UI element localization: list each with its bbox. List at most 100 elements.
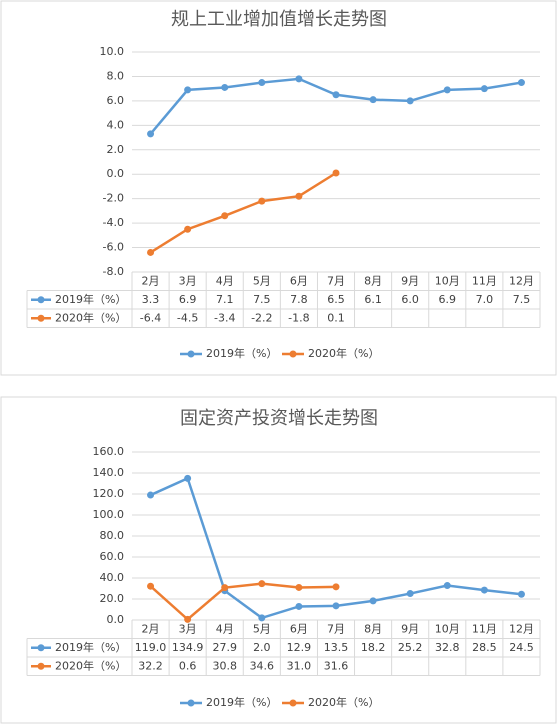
- y-tick-label: 6.0: [107, 94, 125, 107]
- y-tick-label: 2.0: [107, 143, 125, 156]
- point: [258, 197, 266, 205]
- point: [221, 584, 229, 592]
- table-value: 7.1: [216, 293, 234, 306]
- y-tick-label: 0.0: [107, 167, 125, 180]
- table-value: 6.9: [179, 293, 197, 306]
- table-value: 7.0: [476, 293, 494, 306]
- legend-key: [289, 699, 297, 707]
- legend-label: 2020年（%）: [308, 346, 379, 360]
- table-value: -6.4: [140, 311, 161, 324]
- x-tick-label: 9月: [401, 274, 419, 287]
- y-tick-label: -6.0: [103, 241, 124, 254]
- table-key: [37, 314, 45, 322]
- y-tick-label: 60.0: [100, 550, 125, 563]
- point: [221, 83, 229, 91]
- legend-label: 2019年（%）: [206, 346, 277, 360]
- point: [443, 582, 451, 590]
- x-tick-label: 4月: [216, 622, 234, 635]
- table-value: 134.9: [172, 641, 204, 654]
- table-value: 18.2: [361, 641, 386, 654]
- table-value: 6.9: [439, 293, 457, 306]
- legend-key: [187, 699, 195, 707]
- y-tick-label: -4.0: [103, 216, 124, 229]
- table-value: 30.8: [212, 659, 237, 672]
- point: [406, 590, 414, 598]
- point: [258, 79, 266, 87]
- legend-key: [187, 350, 195, 358]
- y-tick-label: 8.0: [107, 69, 125, 82]
- y-tick-label: -2.0: [103, 192, 124, 205]
- table-series-name: 2020年（%）: [55, 310, 126, 324]
- y-tick-label: 100.0: [93, 508, 125, 521]
- table-value: 13.5: [324, 641, 349, 654]
- x-tick-label: 7月: [327, 622, 345, 635]
- point: [295, 192, 303, 200]
- x-tick-label: 10月: [435, 622, 460, 635]
- y-tick-label: 4.0: [107, 118, 125, 131]
- point: [480, 85, 488, 93]
- point: [517, 79, 525, 87]
- chart-frame: [0, 396, 557, 724]
- table-value: -2.2: [251, 311, 272, 324]
- point: [147, 491, 155, 499]
- table-value: 6.1: [364, 293, 382, 306]
- table-value: -4.5: [177, 311, 198, 324]
- point: [443, 86, 451, 94]
- point: [147, 248, 155, 256]
- point: [221, 212, 229, 220]
- y-tick-label: 80.0: [100, 529, 125, 542]
- chart-frame: [0, 0, 557, 376]
- point: [332, 91, 340, 99]
- point: [295, 75, 303, 83]
- x-tick-label: 4月: [216, 274, 234, 287]
- point: [332, 583, 340, 591]
- legend-label: 2020年（%）: [308, 695, 379, 709]
- chart-title: 固定资产投资增长走势图: [180, 408, 378, 429]
- point: [258, 614, 266, 622]
- table-value: 24.5: [509, 641, 534, 654]
- table-value: 0.1: [327, 311, 345, 324]
- point: [369, 597, 377, 605]
- x-tick-label: 2月: [142, 622, 160, 635]
- point: [184, 615, 192, 623]
- x-tick-label: 8月: [364, 622, 382, 635]
- x-tick-label: 11月: [472, 274, 497, 287]
- x-tick-label: 3月: [179, 274, 197, 287]
- x-tick-label: 10月: [435, 274, 460, 287]
- x-tick-label: 8月: [364, 274, 382, 287]
- y-tick-label: 140.0: [93, 466, 125, 479]
- table-value: 0.6: [179, 659, 197, 672]
- table-value: 12.9: [287, 641, 312, 654]
- point: [184, 474, 192, 482]
- point: [147, 130, 155, 138]
- table-value: 31.0: [287, 659, 312, 672]
- x-tick-label: 5月: [253, 274, 271, 287]
- chart-title: 规上工业增加值增长走势图: [171, 9, 387, 30]
- table-value: 119.0: [135, 641, 167, 654]
- table-value: 34.6: [250, 659, 275, 672]
- table-value: 31.6: [324, 659, 349, 672]
- x-tick-label: 6月: [290, 622, 308, 635]
- table-value: -1.8: [288, 311, 309, 324]
- x-tick-label: 11月: [472, 622, 497, 635]
- table-value: 7.5: [253, 293, 271, 306]
- table-value: 7.5: [513, 293, 531, 306]
- x-tick-label: 9月: [401, 622, 419, 635]
- x-tick-label: 7月: [327, 274, 345, 287]
- table-value: 7.8: [290, 293, 308, 306]
- table-key: [37, 296, 45, 304]
- y-tick-label: -8.0: [103, 265, 124, 278]
- table-value: 2.0: [253, 641, 271, 654]
- x-tick-label: 2月: [142, 274, 160, 287]
- table-value: 25.2: [398, 641, 423, 654]
- series-line: [149, 582, 337, 622]
- table-series-name: 2019年（%）: [55, 292, 126, 306]
- table-value: 27.9: [212, 641, 237, 654]
- point: [295, 583, 303, 591]
- point: [369, 96, 377, 104]
- table-key: [37, 662, 45, 670]
- point: [406, 97, 414, 105]
- y-tick-label: 10.0: [100, 45, 125, 58]
- table-series-name: 2019年（%）: [55, 640, 126, 654]
